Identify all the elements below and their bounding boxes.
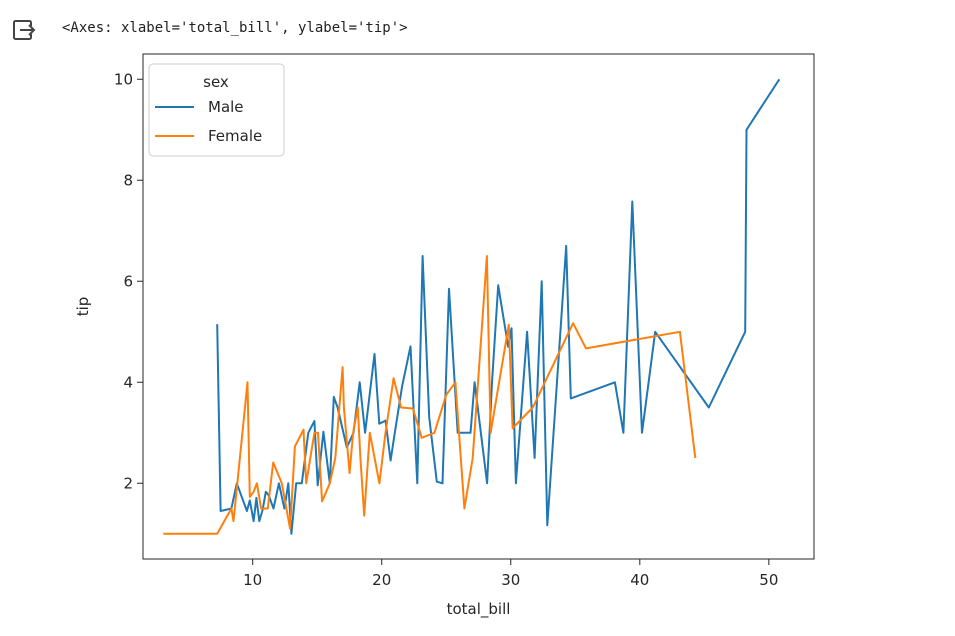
y-tick-label-6: 6 xyxy=(123,272,133,290)
x-axis-label: total_bill xyxy=(447,600,511,619)
legend: sex Male Female xyxy=(148,63,285,157)
series-line-male xyxy=(216,78,781,535)
axes-repr-text: <Axes: xlabel='total_bill', ylabel='tip'… xyxy=(62,20,408,36)
y-tick-label-4: 4 xyxy=(123,373,133,391)
x-tick-label-30: 30 xyxy=(501,571,520,589)
output-redirect-icon[interactable] xyxy=(12,18,38,42)
axes-frame xyxy=(142,53,815,560)
legend-title: sex xyxy=(203,73,229,91)
x-tick-label-20: 20 xyxy=(372,571,391,589)
y-axis-label: tip xyxy=(74,297,92,317)
x-tick-label-10: 10 xyxy=(243,571,262,589)
y-tick-label-8: 8 xyxy=(123,171,133,189)
legend-label-female: Female xyxy=(208,127,262,145)
y-tick-label-2: 2 xyxy=(123,474,133,492)
y-tick-label-10: 10 xyxy=(114,70,133,88)
x-tick-label-50: 50 xyxy=(759,571,778,589)
cell-output-row: <Axes: xlabel='total_bill', ylabel='tip'… xyxy=(0,0,955,60)
series-line-female xyxy=(163,255,697,535)
x-tick-label-40: 40 xyxy=(630,571,649,589)
legend-label-male: Male xyxy=(208,98,244,116)
legend-box xyxy=(148,63,285,157)
